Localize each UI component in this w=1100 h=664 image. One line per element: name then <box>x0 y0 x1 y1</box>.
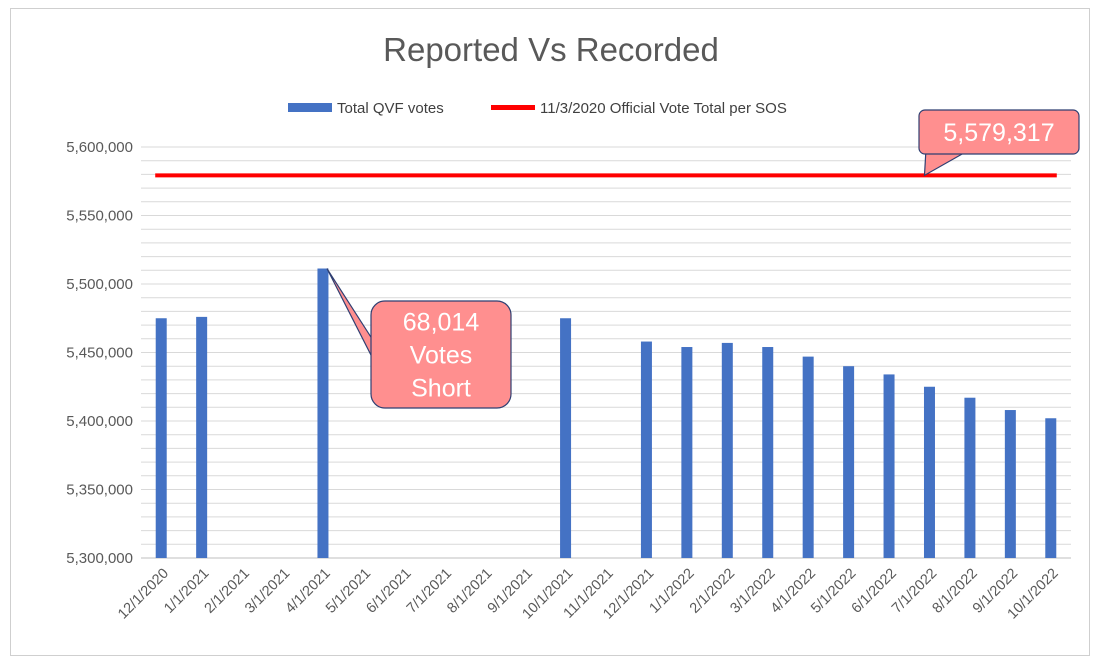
callout-box <box>370 300 512 409</box>
callout-box <box>918 109 1080 155</box>
y-tick-label: 5,350,000 <box>66 482 133 499</box>
chart-frame: Reported Vs Recorded Total QVF votes 11/… <box>10 8 1090 656</box>
bars <box>155 268 1057 558</box>
callout-text: Short <box>411 375 471 403</box>
callout: 5,579,317 <box>918 109 1080 177</box>
callout-text: 5,579,317 <box>943 119 1054 147</box>
bar <box>762 347 774 558</box>
legend-label-qvf: Total QVF votes <box>337 100 444 117</box>
y-tick-label: 5,400,000 <box>66 413 133 430</box>
callouts: 5,579,317 68,014 Votes Short <box>326 109 1080 409</box>
legend: Total QVF votes 11/3/2020 Official Vote … <box>288 100 787 117</box>
bar <box>560 318 572 558</box>
bar <box>964 397 976 558</box>
bar <box>1004 410 1016 558</box>
bar <box>155 318 167 558</box>
y-tick-label: 5,600,000 <box>66 139 133 156</box>
bar <box>1045 418 1057 558</box>
y-tick-label: 5,300,000 <box>66 550 133 567</box>
callout-text: Votes <box>410 342 473 370</box>
bar <box>883 374 895 558</box>
bar <box>681 347 693 558</box>
bar <box>923 386 935 558</box>
chart-svg: Reported Vs Recorded Total QVF votes 11/… <box>66 31 1080 623</box>
y-tick-label: 5,500,000 <box>66 276 133 293</box>
bar <box>196 316 208 558</box>
legend-line-swatch <box>491 105 535 110</box>
bar <box>843 366 855 558</box>
legend-label-sos: 11/3/2020 Official Vote Total per SOS <box>540 100 787 117</box>
bar <box>721 342 733 558</box>
callout: 68,014 Votes Short <box>326 268 512 409</box>
bar <box>317 268 329 558</box>
y-tick-label: 5,450,000 <box>66 345 133 362</box>
legend-bar-swatch <box>288 103 332 112</box>
x-tick-label: 12/1/2020 <box>115 566 172 623</box>
callout-text: 68,014 <box>403 309 480 337</box>
bar <box>802 356 814 558</box>
bar <box>640 341 652 558</box>
y-tick-label: 5,550,000 <box>66 208 133 225</box>
chart-title: Reported Vs Recorded <box>383 31 719 68</box>
